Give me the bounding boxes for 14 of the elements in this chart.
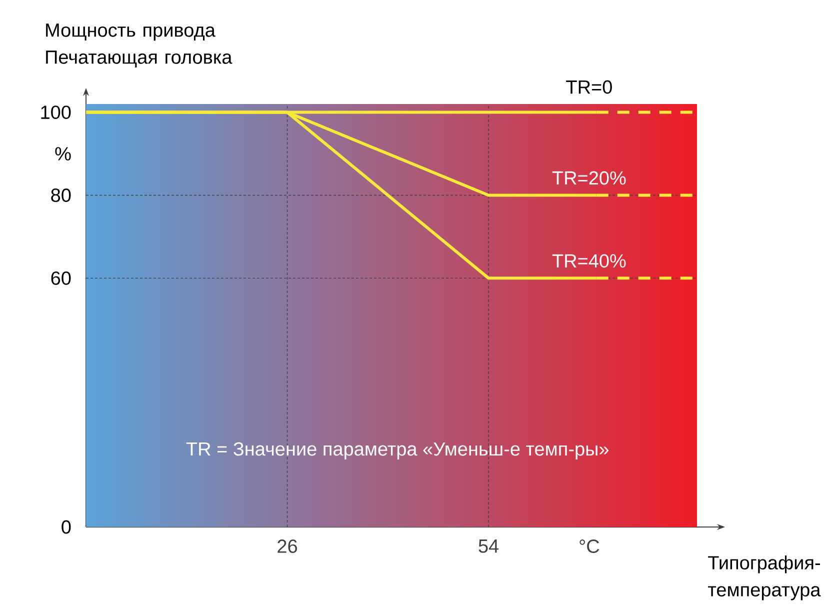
series-label: TR=20% xyxy=(552,171,626,185)
x-tick-label: 26 xyxy=(278,540,297,553)
series-label: TR=0 xyxy=(566,80,612,94)
x-tick-label: 54 xyxy=(478,540,499,553)
series-label: TR=40% xyxy=(552,254,626,268)
x-axis-title: Типография-температура xyxy=(708,556,821,600)
y-tick-label: 60 xyxy=(51,271,71,285)
annotation: TR = Значение параметра «Уменьш-е темп-ры» xyxy=(186,442,609,460)
x-tick-label: °C xyxy=(580,540,600,553)
y-tick-label: 0 xyxy=(62,520,71,534)
y-tick-label: 80 xyxy=(51,188,71,202)
y-tick-label: 100 xyxy=(41,106,71,120)
y-axis-title: Мощность привода Печатающая головка xyxy=(46,24,232,68)
y-tick-label: % xyxy=(55,147,71,160)
